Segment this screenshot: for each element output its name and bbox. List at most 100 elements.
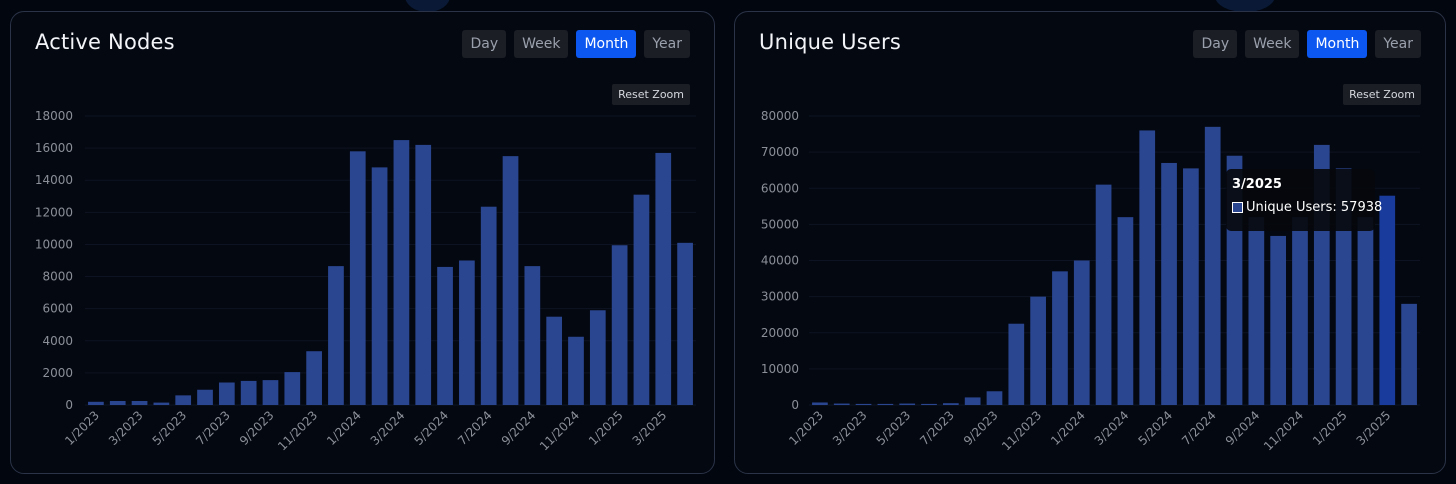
reset-zoom-button[interactable]: Reset Zoom — [1343, 84, 1421, 105]
y-tick-label: 8000 — [42, 270, 73, 284]
bar[interactable] — [1357, 217, 1374, 405]
bar[interactable] — [415, 144, 432, 405]
bar[interactable] — [1270, 235, 1287, 405]
x-tick-label: 7/2023 — [917, 408, 957, 448]
bar[interactable] — [899, 403, 916, 405]
active-nodes-chart[interactable]: 0 2000 4000 6000 8000 10000 12000 14000 16000 180… — [11, 12, 716, 475]
bar[interactable] — [306, 351, 322, 405]
range-day-button[interactable]: Day — [1193, 30, 1238, 58]
range-week-button[interactable]: Week — [514, 30, 569, 58]
bar[interactable] — [986, 391, 1003, 405]
bar[interactable] — [1117, 217, 1134, 405]
bar[interactable] — [812, 402, 828, 405]
bar[interactable] — [1379, 195, 1396, 405]
range-year-button[interactable]: Year — [644, 30, 690, 58]
bar[interactable] — [502, 156, 519, 405]
bar[interactable] — [349, 151, 366, 405]
bar[interactable] — [1030, 296, 1046, 405]
bar[interactable] — [109, 400, 126, 405]
x-tick-label: 3/2023 — [106, 408, 146, 448]
tooltip-row: Unique Users: 57938 — [1232, 200, 1382, 215]
bar[interactable] — [197, 389, 213, 405]
x-tick-label: 9/2023 — [961, 408, 1001, 448]
bar[interactable] — [964, 397, 981, 405]
bar[interactable] — [589, 310, 606, 405]
bar[interactable] — [240, 380, 257, 405]
bar[interactable] — [1292, 217, 1308, 405]
bar[interactable] — [262, 380, 279, 405]
x-tick-label: 5/2023 — [874, 408, 914, 448]
chart-title: Unique Users — [759, 30, 901, 54]
unique-users-chart[interactable]: 0 10000 20000 30000 40000 50000 60000 70000 8000… — [735, 12, 1447, 475]
bar[interactable] — [1183, 168, 1199, 405]
bar[interactable] — [1139, 130, 1156, 405]
bar[interactable] — [393, 140, 410, 406]
x-tick-label: 3/2025 — [630, 408, 670, 448]
bar[interactable] — [1401, 303, 1417, 405]
bar[interactable] — [921, 403, 937, 405]
bar[interactable] — [546, 316, 563, 405]
y-tick-label: 14000 — [35, 173, 73, 187]
y-tick-label: 6000 — [42, 302, 73, 316]
x-tick-label: 11/2023 — [999, 408, 1044, 453]
range-month-button[interactable]: Month — [576, 30, 637, 58]
tooltip-value: Unique Users: 57938 — [1246, 200, 1383, 215]
x-tick-label: 1/2024 — [1048, 408, 1088, 448]
y-tick-label: 10000 — [35, 237, 73, 251]
bar[interactable] — [855, 403, 872, 405]
bar[interactable] — [655, 152, 672, 405]
y-tick-label: 4000 — [42, 334, 73, 348]
bar[interactable] — [1161, 162, 1177, 405]
bar[interactable] — [833, 403, 850, 405]
x-tick-label: 7/2024 — [455, 408, 495, 448]
range-week-button[interactable]: Week — [1245, 30, 1300, 58]
bar[interactable] — [480, 206, 497, 405]
bar[interactable] — [131, 400, 148, 405]
bar[interactable] — [611, 245, 628, 405]
bar[interactable] — [284, 372, 301, 405]
y-tick-label: 12000 — [35, 205, 73, 219]
x-tick-label: 1/2025 — [586, 408, 626, 448]
x-tick-label: 3/2025 — [1354, 408, 1394, 448]
bar[interactable] — [1095, 184, 1112, 405]
bar[interactable] — [677, 242, 693, 405]
bar[interactable] — [153, 402, 170, 405]
bar[interactable] — [1248, 217, 1265, 405]
bar[interactable] — [437, 266, 453, 405]
bar[interactable] — [459, 260, 475, 406]
x-tick-label: 1/2023 — [786, 408, 826, 448]
bar[interactable] — [1008, 323, 1025, 405]
bar[interactable] — [175, 395, 192, 405]
bar[interactable] — [88, 401, 104, 405]
bar[interactable] — [371, 167, 388, 405]
x-tick-label: 7/2024 — [1179, 408, 1219, 448]
background-blob — [1215, 0, 1275, 12]
x-tick-label: 11/2024 — [537, 408, 582, 453]
bar[interactable] — [524, 266, 541, 405]
bar[interactable] — [877, 403, 894, 405]
bar[interactable] — [942, 403, 959, 405]
bar[interactable] — [1204, 126, 1221, 406]
range-month-button[interactable]: Month — [1307, 30, 1368, 58]
x-tick-label: 1/2023 — [62, 408, 102, 448]
bar[interactable] — [568, 336, 584, 405]
chart-title: Active Nodes — [35, 30, 175, 54]
range-year-button[interactable]: Year — [1375, 30, 1421, 58]
bar[interactable] — [633, 194, 650, 405]
range-day-button[interactable]: Day — [462, 30, 507, 58]
y-tick-label: 18000 — [35, 109, 73, 123]
reset-zoom-button[interactable]: Reset Zoom — [612, 84, 690, 105]
x-tick-label: 5/2023 — [150, 408, 190, 448]
y-tick-label: 50000 — [761, 217, 799, 231]
x-tick-label: 11/2024 — [1261, 408, 1306, 453]
x-tick-label: 5/2024 — [411, 408, 451, 448]
bar[interactable] — [1052, 271, 1068, 405]
y-tick-label: 30000 — [761, 290, 799, 304]
bar[interactable] — [328, 266, 344, 405]
y-tick-label: 70000 — [761, 145, 799, 159]
bar[interactable] — [218, 382, 235, 405]
x-tick-label: 1/2024 — [324, 408, 364, 448]
x-tick-label: 3/2023 — [830, 408, 870, 448]
bar[interactable] — [1073, 260, 1090, 406]
x-tick-label: 9/2024 — [499, 408, 539, 448]
